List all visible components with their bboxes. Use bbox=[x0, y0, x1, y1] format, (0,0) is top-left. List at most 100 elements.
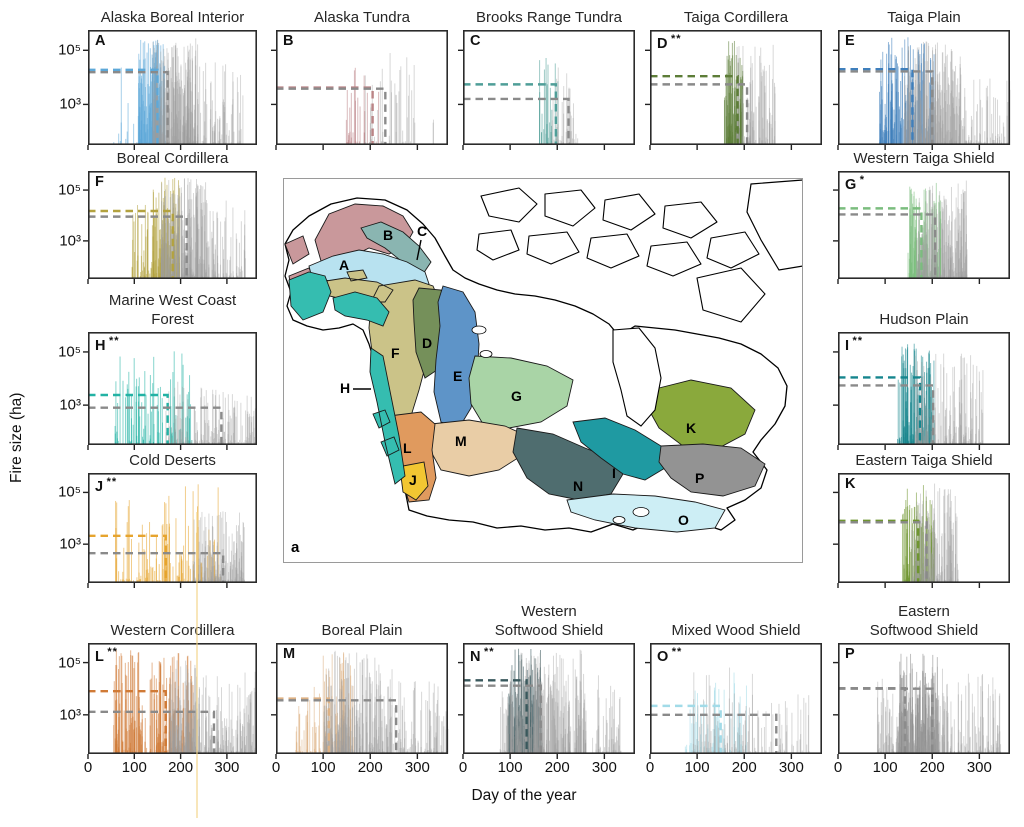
map-lake bbox=[471, 325, 487, 335]
panel-letter: B bbox=[283, 33, 294, 49]
reference-fire-spikes bbox=[692, 667, 810, 754]
y-tick-label: 10³ bbox=[59, 396, 81, 414]
ecozone-median-dash bbox=[88, 534, 167, 583]
panel-title: Western Softwood Shield bbox=[495, 602, 603, 640]
panel-d: Taiga Cordillera D ** bbox=[645, 9, 822, 150]
ecozone-median-dash bbox=[650, 75, 739, 145]
reference-fire-spikes bbox=[916, 180, 968, 279]
spike-plot-b bbox=[271, 30, 448, 150]
map-frame bbox=[283, 178, 803, 563]
panel-letter-text: I bbox=[845, 337, 850, 354]
reference-fire-spikes bbox=[169, 660, 256, 754]
ecozone-fire-spikes bbox=[113, 39, 166, 145]
spike-plot-e bbox=[833, 30, 1011, 150]
panel-title-line: Boreal Cordillera bbox=[116, 150, 229, 167]
map-label-a-region: A bbox=[339, 257, 349, 273]
panel-letter: J ** bbox=[95, 476, 117, 495]
spike-plot-m bbox=[271, 643, 449, 759]
panel-title-line: Eastern bbox=[898, 603, 950, 620]
panel-title-line: Forest bbox=[151, 311, 194, 328]
panel-title: Eastern Taiga Shield bbox=[855, 451, 992, 470]
panel-k: Eastern Taiga Shield K bbox=[833, 452, 1010, 588]
ecozone-median-dash bbox=[650, 704, 722, 754]
y-tick-label: 10³ bbox=[59, 232, 81, 250]
reference-median-dash bbox=[838, 384, 935, 445]
panel-title: Western Cordillera bbox=[111, 621, 235, 640]
spike-plot-p bbox=[833, 643, 1010, 759]
ecozone-fire-spikes bbox=[295, 652, 354, 754]
panel-f: Boreal Cordillera F 10⁵ 10³ bbox=[58, 150, 257, 284]
panel-title-line: Marine West Coast bbox=[108, 292, 237, 309]
significance-stars: ** bbox=[106, 476, 118, 488]
panel-letter-text: N bbox=[470, 648, 481, 665]
panel-title-line: Mixed Wood Shield bbox=[671, 622, 801, 639]
panel-letter-text: G bbox=[845, 176, 857, 193]
x-tick-label: 0 bbox=[83, 759, 93, 776]
ecozone-median-dash bbox=[838, 207, 923, 279]
reference-median-dash bbox=[88, 710, 216, 754]
plot-border bbox=[650, 643, 822, 755]
y-tick-label: 10⁵ bbox=[58, 343, 81, 361]
axis-ticks bbox=[833, 661, 981, 759]
panel-title: Taiga Cordillera bbox=[684, 8, 788, 27]
panel-m: Boreal Plain M 0 100 200 300 bbox=[271, 622, 449, 776]
spike-plot-d bbox=[645, 30, 822, 150]
map-label-d-region: D bbox=[422, 335, 432, 351]
panel-title: Eastern Softwood Shield bbox=[870, 602, 978, 640]
map-region-k bbox=[648, 379, 756, 451]
panel-title-line: Alaska Tundra bbox=[314, 9, 410, 26]
spike-plot-j bbox=[83, 473, 257, 588]
y-tick-label: 10⁵ bbox=[58, 654, 81, 672]
ecozone-median-dash bbox=[88, 690, 167, 754]
map-label-o-region: O bbox=[678, 512, 689, 528]
plot-border bbox=[88, 332, 257, 446]
y-axis-label: Fire size (ha) bbox=[8, 392, 25, 483]
map-label-p-region: P bbox=[695, 470, 704, 486]
panel-title-line: Boreal Plain bbox=[321, 622, 403, 639]
ecozone-fire-spikes bbox=[723, 40, 744, 145]
x-tick-label: 300 bbox=[778, 759, 804, 776]
map-label-k-region: K bbox=[686, 420, 696, 436]
ecozone-fire-spikes bbox=[902, 485, 936, 583]
x-tick-label: 100 bbox=[684, 759, 710, 776]
reference-median-dash bbox=[650, 713, 778, 754]
map-region-p bbox=[658, 443, 766, 497]
map-label-i-region: I bbox=[612, 465, 616, 481]
panel-title: Boreal Cordillera bbox=[117, 149, 229, 168]
axis-ticks bbox=[83, 49, 228, 150]
panel-g: Western Taiga Shield G * bbox=[833, 150, 1010, 284]
ecozone-median-dash bbox=[838, 519, 920, 583]
axis-ticks bbox=[83, 661, 228, 759]
panel-a: Alaska Boreal Interior A 10⁵ 10³ bbox=[58, 9, 257, 150]
reference-fire-spikes bbox=[152, 38, 244, 145]
plot-border bbox=[463, 30, 635, 146]
reference-median-dash bbox=[463, 684, 542, 754]
x-tick-label: 0 bbox=[833, 759, 843, 776]
panel-title: Hudson Plain bbox=[879, 310, 968, 329]
map-label-f-region: F bbox=[391, 345, 400, 361]
ecozone-map: A B C D E F G H I J K L M N O P a bbox=[283, 178, 804, 563]
panel-title-line: Brooks Range Tundra bbox=[476, 9, 622, 26]
x-tick-label: 300 bbox=[591, 759, 617, 776]
panel-e: Taiga Plain E bbox=[833, 9, 1011, 150]
panel-letter: D ** bbox=[657, 33, 682, 52]
plot-border bbox=[88, 171, 257, 280]
plot-border bbox=[838, 171, 1010, 280]
axis-ticks bbox=[271, 49, 419, 150]
map-lake bbox=[632, 507, 650, 517]
panel-letter-text: E bbox=[845, 33, 856, 49]
x-tick-label: 300 bbox=[966, 759, 992, 776]
x-tick-label: 200 bbox=[919, 759, 945, 776]
panel-title: Alaska Tundra bbox=[314, 8, 410, 27]
x-tick-label: 0 bbox=[458, 759, 468, 776]
panel-h: Marine West Coast Forest H ** 10⁵ 10³ bbox=[58, 292, 257, 450]
map-region-h bbox=[288, 271, 406, 485]
reference-median-dash bbox=[88, 71, 169, 145]
spike-plot-n bbox=[458, 643, 635, 759]
reference-median-dash bbox=[838, 70, 934, 145]
panel-title-line: Cold Deserts bbox=[129, 452, 216, 469]
panel-letter: C bbox=[470, 33, 481, 49]
reference-median-dash bbox=[88, 406, 223, 445]
axis-ticks bbox=[458, 661, 606, 759]
